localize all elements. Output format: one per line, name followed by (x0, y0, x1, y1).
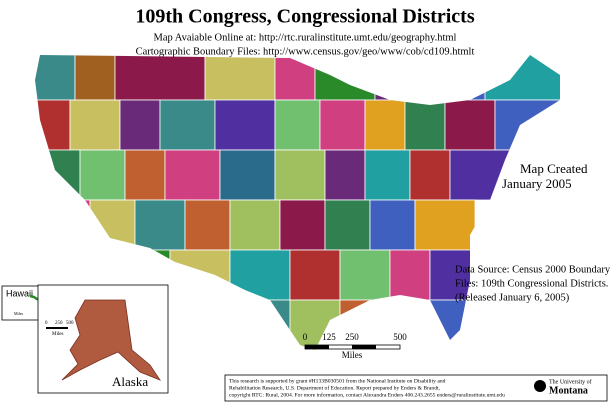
footer-line: This research is supported by grant #H13… (229, 377, 446, 384)
district (279, 199, 326, 251)
district (79, 149, 126, 201)
alaska-scale-label: 0 (45, 321, 48, 326)
scale-label: 0 (303, 332, 308, 342)
district (229, 199, 281, 251)
logo-text: The University of (549, 378, 592, 385)
subtitle: Map Avaiable Online at: http://rtc.rural… (154, 32, 457, 43)
district (364, 149, 411, 201)
district (159, 99, 216, 151)
title: 109th Congress, Congressional Districts (135, 6, 474, 28)
hawaii-scale-unit: Miles (14, 311, 24, 316)
district (324, 199, 371, 251)
district (339, 249, 391, 301)
scale-bar: 0 125 250 500 Miles (303, 332, 408, 360)
logo-seal (534, 380, 546, 392)
district (124, 149, 166, 201)
scale-label: 250 (345, 332, 359, 342)
district (74, 55, 116, 101)
district (319, 99, 366, 151)
alaska-scale-bar (46, 327, 68, 329)
hawaii-label: Hawaii (6, 288, 33, 298)
created-note: January 2005 (502, 176, 572, 191)
district (324, 149, 366, 201)
district (274, 55, 316, 101)
district (204, 55, 276, 101)
district (484, 55, 560, 101)
district (35, 199, 91, 251)
district (374, 55, 436, 101)
district (35, 55, 76, 101)
scale-label: 500 (393, 332, 407, 342)
district (134, 199, 186, 251)
logo-text: Montana (549, 385, 588, 396)
district (369, 199, 416, 251)
created-note: Map Created (520, 161, 588, 176)
district (69, 99, 121, 151)
source-note: (Released January 6, 2005) (455, 292, 570, 303)
district (229, 299, 291, 350)
district (494, 99, 560, 151)
district (364, 99, 406, 151)
district (289, 249, 341, 301)
district (229, 249, 291, 301)
district (404, 99, 446, 151)
alaska-scale-label: 500 (66, 321, 74, 326)
district (314, 55, 376, 101)
scale-bar-segment (352, 345, 376, 349)
scale-unit: Miles (342, 350, 363, 360)
source-note: Files: 109th Congressional Districts. (455, 278, 608, 289)
district (434, 55, 486, 101)
district (89, 199, 136, 251)
footer-line: copyright RTC: Rural, 2004. For more inf… (229, 391, 505, 398)
district (164, 149, 221, 201)
district (214, 99, 276, 151)
alaska-scale-unit: Miles (52, 332, 63, 337)
footer-line: Rehabilitation Research, U.S. Department… (229, 384, 441, 391)
subtitle: Cartographic Boundary Files: http://www.… (136, 46, 475, 57)
scale-label: 125 (322, 332, 336, 342)
district (274, 149, 326, 201)
alaska-shape (61, 299, 162, 381)
alaska-label: Alaska (112, 374, 148, 389)
district (119, 99, 161, 151)
district (35, 149, 81, 201)
source-note: Data Source: Census 2000 Boundary (455, 264, 610, 275)
district (444, 99, 496, 151)
district (114, 55, 206, 101)
district (389, 249, 431, 301)
alaska-scale-label: 250 (55, 321, 63, 326)
district (414, 199, 476, 251)
district (289, 299, 341, 350)
district (449, 149, 511, 201)
district (169, 249, 231, 301)
scale-bar-segment (305, 345, 329, 349)
district (219, 149, 276, 201)
district (409, 149, 451, 201)
district (274, 99, 321, 151)
district (35, 99, 71, 151)
district (184, 199, 231, 251)
district (399, 299, 481, 350)
